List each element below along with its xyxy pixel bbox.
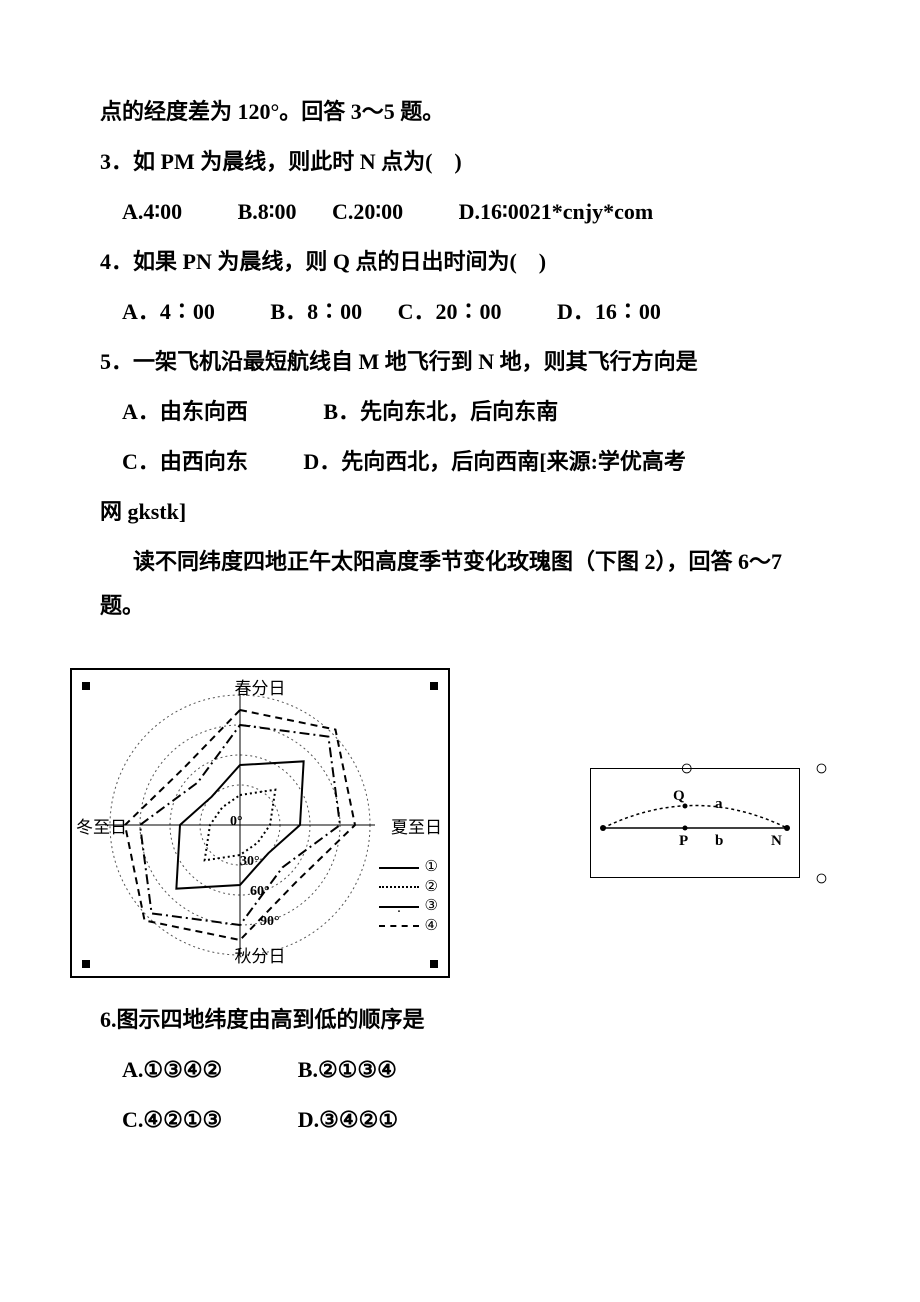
q6-opt-a: A.①③④② — [122, 1048, 222, 1092]
q5-opt-d: D．先向西北，后向西南[来源:学优高考 — [303, 440, 686, 484]
q5-row2: C．由西向东 D．先向西北，后向西南[来源:学优高考 — [100, 440, 820, 484]
figure-mini-container: ○ ○ ○ QaPbN — [590, 768, 810, 878]
q6-row2: C.④②①③ D.③④②① — [100, 1098, 820, 1142]
q3-options: A.4∶00 B.8∶00 C.20∶00 D.16∶0021*cnjy*com — [100, 190, 820, 234]
q6-stem: 6.图示四地纬度由高到低的顺序是 — [100, 998, 820, 1042]
rose-bottom-label: 秋分日 — [235, 940, 286, 974]
rose-diagram: 春分日 夏至日 秋分日 冬至日 0°30°60°90° ① ② ·③ ④ — [70, 668, 450, 978]
mini-corner-br: ○ — [815, 856, 828, 900]
q5-row1: A．由东向西 B．先向东北，后向东南 — [100, 390, 820, 434]
q5-stem: 5．一架飞机沿最短航线自 M 地飞行到 N 地，则其飞行方向是 — [100, 340, 820, 384]
rose-top-label: 春分日 — [235, 672, 286, 706]
legend-1: ① — [379, 858, 438, 878]
svg-text:0°: 0° — [230, 814, 243, 829]
q3-opt-c: C.20∶00 — [332, 190, 403, 234]
q3-opt-d: D.16∶0021*cnjy*com — [459, 190, 654, 234]
legend-2: ② — [379, 878, 438, 898]
q6-opt-c: C.④②①③ — [122, 1098, 222, 1142]
rose-legend: ① ② ·③ ④ — [379, 858, 438, 936]
q4-opt-b: B．8∶00 — [270, 290, 362, 334]
q4-stem: 4．如果 PN 为晨线，则 Q 点的日出时间为( ) — [100, 240, 820, 284]
q5-opt-c: C．由西向东 — [122, 440, 248, 484]
q3-opt-b: B.8∶00 — [238, 190, 297, 234]
svg-text:Q: Q — [673, 788, 685, 804]
q5-opt-a: A．由东向西 — [122, 390, 248, 434]
q6-row1: A.①③④② B.②①③④ — [100, 1048, 820, 1092]
legend-4: ④ — [379, 917, 438, 937]
mini-corner-tr: ○ — [815, 746, 828, 790]
rose-left-label: 冬至日 — [76, 811, 127, 845]
q5-opt-b: B．先向东北，后向东南 — [323, 390, 558, 434]
svg-text:b: b — [715, 833, 723, 849]
q4-opt-a: A．4∶00 — [122, 290, 215, 334]
q4-opt-d: D．16∶00 — [557, 290, 661, 334]
svg-text:P: P — [679, 833, 688, 849]
q3-stem: 3．如 PM 为晨线，则此时 N 点为( ) — [100, 140, 820, 184]
svg-text:a: a — [715, 796, 723, 812]
mini-corner-tl: ○ — [680, 746, 693, 790]
mini-svg: Qa Pb N — [595, 773, 795, 873]
q6-opt-b: B.②①③④ — [298, 1048, 397, 1092]
figures-area: 春分日 夏至日 秋分日 冬至日 0°30°60°90° ① ② ·③ ④ ○ ○… — [70, 668, 820, 978]
q4-opt-c: C．20∶00 — [398, 290, 502, 334]
intro-q3-5: 点的经度差为 120°。回答 3～5 题。 — [100, 90, 820, 134]
q5-d-cont: 网 gkstk] — [100, 490, 820, 534]
figure-rose-container: 春分日 夏至日 秋分日 冬至日 0°30°60°90° ① ② ·③ ④ — [70, 668, 470, 978]
legend-3: ·③ — [379, 897, 438, 917]
svg-text:N: N — [771, 833, 782, 849]
mini-diagram: Qa Pb N — [590, 768, 800, 878]
q6-opt-d: D.③④②① — [298, 1098, 398, 1142]
q4-options: A．4∶00 B．8∶00 C．20∶00 D．16∶00 — [100, 290, 820, 334]
intro-q6-7: 读不同纬度四地正午太阳高度季节变化玫瑰图（下图 2），回答 6～7 题。 — [100, 540, 820, 628]
rose-right-label: 夏至日 — [391, 811, 442, 845]
q3-opt-a: A.4∶00 — [122, 190, 182, 234]
